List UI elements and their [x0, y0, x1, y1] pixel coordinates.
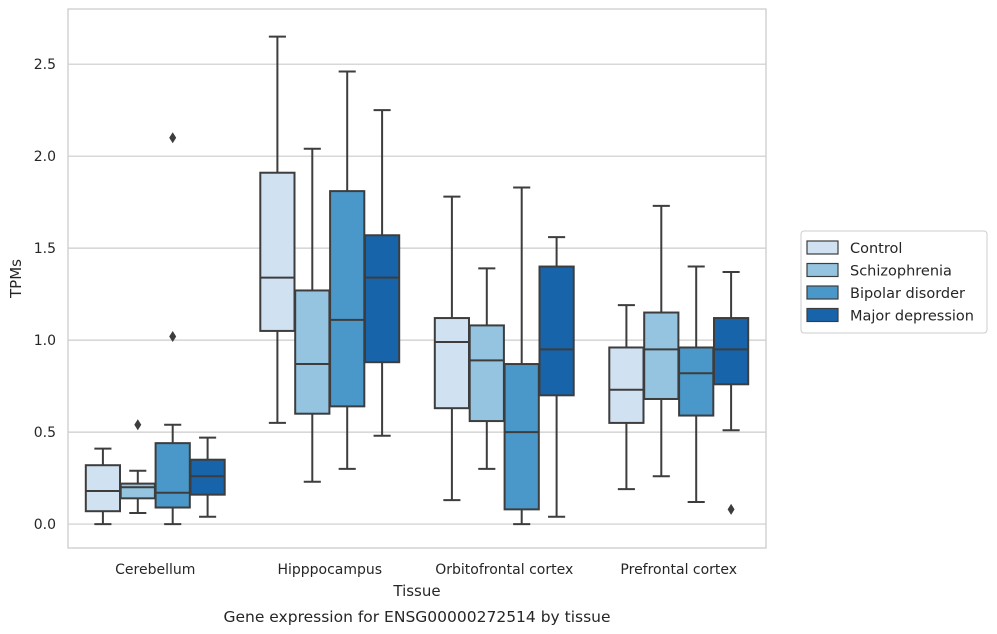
legend-swatch [806, 285, 839, 300]
legend-frame [800, 230, 988, 334]
box-iqr [154, 442, 191, 509]
outlier-point [134, 419, 142, 431]
box-control [433, 195, 471, 502]
box-schizophrenia [294, 147, 331, 483]
outlier-point [169, 132, 177, 144]
box-bipolar-disorder [503, 186, 540, 526]
box-schizophrenia [643, 204, 680, 478]
box-schizophrenia [468, 267, 505, 470]
x-tick-label: Prefrontal cortex [620, 562, 737, 578]
legend-swatch [806, 262, 839, 278]
y-axis-ticks: 0.0 0.5 1.0 1.5 2.0 2.5 [34, 57, 56, 533]
legend: Control Schizophrenia Bipolar disorder Majo… [800, 230, 988, 334]
box-major-depression [538, 236, 575, 518]
box-schizophrenia [119, 419, 156, 515]
box-control [84, 447, 122, 526]
legend-swatch [806, 307, 839, 323]
box-bipolar-disorder [154, 132, 191, 526]
box-iqr [433, 317, 471, 410]
box-iqr [363, 234, 401, 364]
box-major-depression [189, 436, 226, 518]
outlier-point [727, 503, 735, 515]
y-tick-label: 1.5 [34, 241, 56, 257]
box-major-depression [712, 271, 750, 515]
y-tick-label: 1.0 [34, 333, 56, 349]
x-tick-label: Hipppocampus [277, 562, 382, 578]
grid-lines [68, 63, 766, 525]
x-axis-label: Tissue [392, 582, 440, 600]
x-tick-label: Cerebellum [115, 562, 195, 578]
box-plot-series [84, 35, 750, 526]
box-control [259, 35, 296, 424]
box-bipolar-disorder [329, 70, 366, 470]
legend-entry-label: Major depression [850, 309, 974, 325]
box-iqr [608, 346, 645, 424]
box-iqr [119, 482, 156, 500]
y-tick-label: 2.0 [34, 149, 56, 165]
x-tick-label: Orbitofrontal cortex [435, 562, 573, 578]
y-tick-label: 0.5 [34, 425, 56, 441]
legend-swatch [806, 240, 839, 255]
y-axis-label: TPMs [7, 259, 25, 299]
y-tick-label: 2.5 [34, 57, 56, 73]
box-major-depression [363, 109, 401, 437]
chart-caption: Gene expression for ENSG00000272514 by t… [223, 608, 610, 626]
legend-entry-label: Bipolar disorder [850, 286, 965, 302]
legend-entry-label: Schizophrenia [850, 264, 952, 280]
x-axis-ticks: Cerebellum Hipppocampus Orbitofrontal cort… [115, 562, 737, 578]
box-control [608, 304, 645, 491]
box-iqr [503, 363, 540, 511]
box-iqr [468, 324, 505, 423]
box-iqr [712, 317, 750, 386]
y-tick-label: 0.0 [34, 517, 56, 533]
box-iqr [678, 346, 715, 417]
box-iqr [329, 190, 366, 408]
legend-entry-label: Control [850, 241, 902, 257]
box-iqr [643, 311, 680, 400]
outlier-point [169, 330, 177, 342]
box-bipolar-disorder [678, 265, 715, 504]
box-iqr [538, 265, 575, 397]
box-iqr [84, 464, 122, 513]
box-iqr [259, 171, 296, 332]
plot-frame [67, 8, 767, 549]
box-iqr [294, 289, 331, 415]
